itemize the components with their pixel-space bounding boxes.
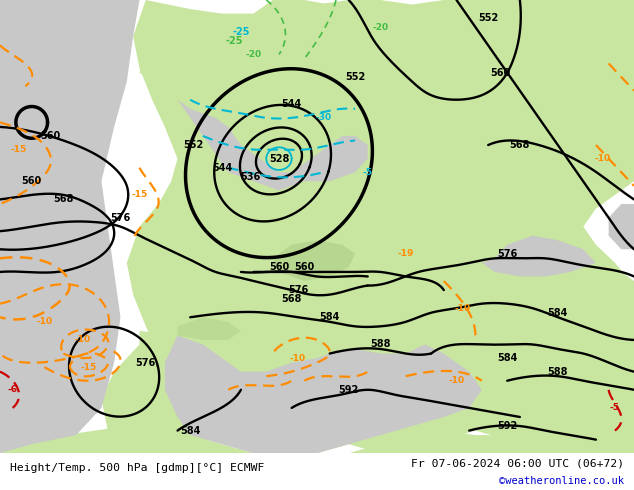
Text: Height/Temp. 500 hPa [gdmp][°C] ECMWF: Height/Temp. 500 hPa [gdmp][°C] ECMWF: [10, 463, 264, 473]
Text: 544: 544: [212, 163, 232, 172]
Text: 552: 552: [183, 140, 204, 150]
Text: 552: 552: [345, 72, 365, 82]
Text: -15: -15: [131, 191, 148, 199]
Text: 568: 568: [53, 195, 74, 204]
Text: -15: -15: [11, 145, 27, 154]
Text: -20: -20: [372, 23, 389, 32]
Polygon shape: [399, 326, 450, 390]
Text: -20: -20: [245, 50, 262, 59]
Polygon shape: [127, 0, 634, 453]
Polygon shape: [171, 18, 235, 100]
Polygon shape: [178, 318, 241, 340]
Text: 584: 584: [180, 426, 200, 436]
Text: -5: -5: [610, 403, 620, 413]
Text: 560: 560: [41, 131, 61, 141]
Text: 576: 576: [497, 249, 517, 259]
Text: -10: -10: [448, 376, 465, 385]
Text: -10: -10: [74, 336, 91, 344]
Polygon shape: [273, 240, 355, 281]
Polygon shape: [456, 245, 634, 318]
Polygon shape: [0, 0, 139, 453]
Text: 584: 584: [548, 308, 568, 318]
Polygon shape: [178, 100, 368, 190]
Text: -10: -10: [36, 318, 53, 326]
Text: 536: 536: [240, 172, 261, 182]
Text: -10: -10: [594, 154, 611, 163]
Text: 544: 544: [281, 99, 302, 109]
Text: 560: 560: [22, 176, 42, 186]
Text: 588: 588: [370, 340, 391, 349]
Text: -19: -19: [398, 249, 414, 258]
Text: -25: -25: [232, 27, 250, 37]
Polygon shape: [355, 236, 469, 354]
Polygon shape: [482, 236, 596, 276]
Text: ©weatheronline.co.uk: ©weatheronline.co.uk: [500, 476, 624, 486]
Text: 592: 592: [339, 385, 359, 395]
Text: 576: 576: [136, 358, 156, 368]
Text: 576: 576: [288, 285, 308, 295]
Text: 584: 584: [320, 312, 340, 322]
Text: 528: 528: [269, 154, 289, 164]
Text: 552: 552: [478, 13, 498, 23]
Text: 576: 576: [110, 213, 131, 222]
Text: -30: -30: [315, 113, 332, 122]
Polygon shape: [285, 263, 349, 363]
Text: 584: 584: [497, 353, 517, 363]
Text: -10: -10: [290, 354, 306, 363]
Text: 560: 560: [294, 263, 314, 272]
Text: 568: 568: [281, 294, 302, 304]
Text: 560: 560: [269, 263, 289, 272]
Text: -10: -10: [455, 304, 471, 313]
Polygon shape: [139, 46, 178, 81]
Text: -25: -25: [226, 36, 243, 46]
Text: 568: 568: [510, 140, 530, 150]
Polygon shape: [0, 417, 634, 453]
Polygon shape: [609, 204, 634, 249]
Polygon shape: [418, 0, 583, 163]
Text: Fr 07-06-2024 06:00 UTC (06+72): Fr 07-06-2024 06:00 UTC (06+72): [411, 459, 624, 468]
Polygon shape: [254, 0, 539, 172]
Text: -15: -15: [81, 363, 97, 371]
Text: 588: 588: [548, 367, 568, 377]
Polygon shape: [101, 331, 241, 453]
Text: 560: 560: [491, 68, 511, 77]
Polygon shape: [165, 335, 482, 453]
Text: -6: -6: [8, 385, 18, 394]
Text: 592: 592: [497, 421, 517, 431]
Text: -5: -5: [363, 168, 373, 177]
